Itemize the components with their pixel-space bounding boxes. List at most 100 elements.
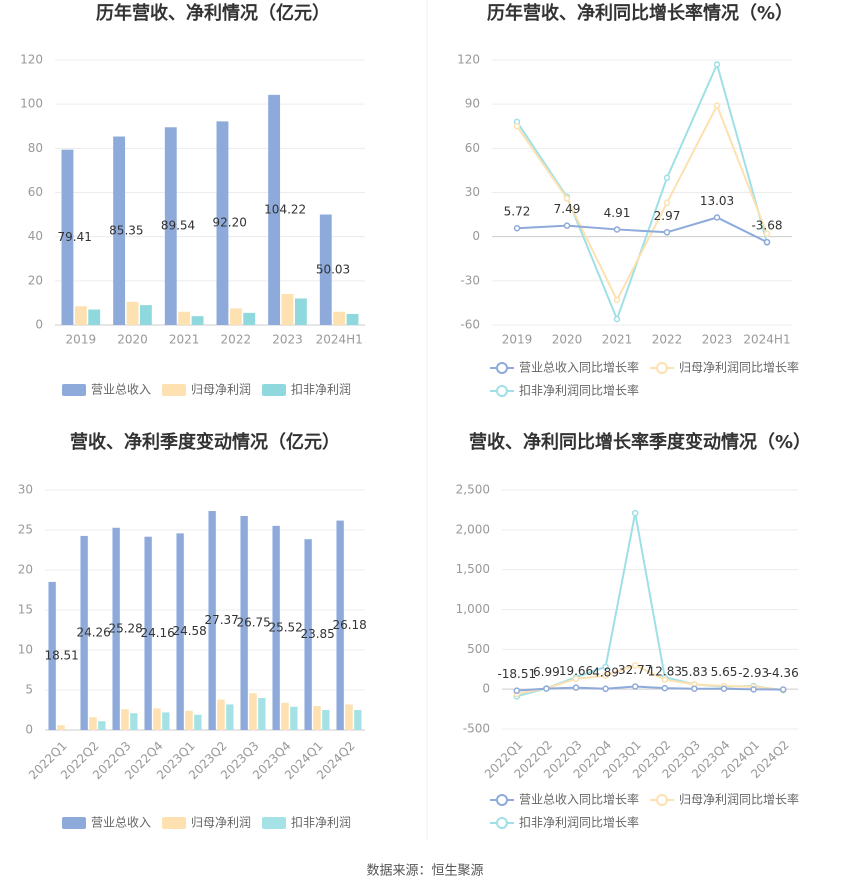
y-tick-label: 90 xyxy=(465,97,480,111)
data-label: 13.03 xyxy=(700,194,734,208)
y-tick-label: 1,000 xyxy=(456,602,490,616)
point xyxy=(713,61,721,68)
point xyxy=(661,676,669,683)
bar xyxy=(354,710,362,730)
legend-swatch xyxy=(656,362,668,374)
bar xyxy=(113,136,126,325)
point xyxy=(663,229,671,236)
bar xyxy=(216,121,229,326)
y-tick-label: 5 xyxy=(25,683,33,697)
chart-title: 历年营收、净利情况（亿元） xyxy=(96,2,330,24)
x-tick-label: 2022 xyxy=(221,333,252,347)
legend-swatch xyxy=(262,817,286,829)
point xyxy=(613,296,621,304)
point xyxy=(613,226,621,233)
data-label: 12.83 xyxy=(648,665,682,679)
point xyxy=(613,315,621,323)
legend-swatch xyxy=(162,384,186,396)
point xyxy=(602,663,609,671)
bar xyxy=(176,533,184,730)
point xyxy=(513,687,521,694)
y-tick-label: 10 xyxy=(18,643,33,657)
point xyxy=(661,684,669,692)
legend-swatch xyxy=(496,385,508,397)
legend-label: 营业总收入 xyxy=(91,383,151,397)
x-tick-label: 2023 xyxy=(702,333,733,347)
bar xyxy=(272,525,280,730)
bar xyxy=(178,311,191,325)
y-tick-label: 2,500 xyxy=(456,483,490,497)
data-label: 4.91 xyxy=(604,206,631,220)
point xyxy=(513,123,521,130)
y-tick-label: 25 xyxy=(18,523,33,537)
point xyxy=(713,214,721,221)
line xyxy=(516,685,784,692)
data-label: 24.26 xyxy=(76,625,110,639)
bar xyxy=(243,312,256,325)
legend-swatch xyxy=(262,384,286,396)
bar xyxy=(313,706,321,730)
x-tick-label: 2020 xyxy=(552,333,583,347)
x-tick-label: 2021 xyxy=(602,333,633,347)
y-tick-label: 2,000 xyxy=(456,522,490,536)
x-tick-label: 2021 xyxy=(169,333,200,347)
bar xyxy=(345,704,353,730)
bar xyxy=(191,316,204,325)
data-label: 6.99 xyxy=(533,665,560,679)
data-label: 5.72 xyxy=(504,205,531,219)
chart-title: 营收、净利季度变动情况（亿元） xyxy=(70,431,340,453)
bar xyxy=(294,298,307,325)
legend-swatch xyxy=(496,817,508,829)
data-label: 26.75 xyxy=(236,616,270,630)
bar xyxy=(304,539,312,730)
y-tick-label: 0 xyxy=(472,229,480,243)
data-label: 4.89 xyxy=(592,665,619,679)
y-tick-label: 120 xyxy=(457,53,480,67)
bar xyxy=(112,527,120,730)
bar xyxy=(281,702,289,730)
point xyxy=(691,685,698,692)
bar xyxy=(88,309,101,325)
legend-label: 扣非净利润同比增长率 xyxy=(519,383,639,398)
bar xyxy=(208,511,216,730)
bar xyxy=(126,301,139,325)
y-tick-label: 40 xyxy=(28,229,43,243)
data-label: 92.20 xyxy=(213,216,247,230)
legend-label: 营业总收入 xyxy=(91,816,151,830)
bar xyxy=(281,294,294,325)
y-tick-label: 0 xyxy=(25,723,33,737)
point xyxy=(663,174,671,182)
point xyxy=(602,685,609,693)
chart-title: 营收、净利同比增长率季度变动情况（%） xyxy=(469,431,811,453)
point xyxy=(543,685,550,692)
bar xyxy=(322,710,330,730)
point xyxy=(572,675,580,683)
legend-swatch xyxy=(62,817,86,829)
bar xyxy=(80,535,88,730)
line xyxy=(516,216,768,243)
point xyxy=(763,230,771,237)
y-tick-label: 20 xyxy=(18,563,33,577)
x-tick-label: 2022 xyxy=(652,333,683,347)
bar xyxy=(139,305,152,325)
bar xyxy=(185,710,193,730)
line xyxy=(516,664,784,695)
point xyxy=(513,224,521,232)
point xyxy=(572,684,580,691)
y-tick-label: 120 xyxy=(20,53,43,67)
y-tick-label: 80 xyxy=(28,141,43,155)
point xyxy=(720,685,728,692)
data-label: 19.66 xyxy=(559,664,593,678)
y-tick-label: 60 xyxy=(28,185,43,199)
data-label: -18.51 xyxy=(497,667,536,681)
point xyxy=(713,102,721,109)
legend-label: 营业总收入同比增长率 xyxy=(519,792,639,807)
data-label: 24.58 xyxy=(172,624,206,638)
data-label: 24.16 xyxy=(140,626,174,640)
data-label: 5.83 xyxy=(681,665,708,679)
bar xyxy=(268,94,281,325)
bar xyxy=(336,520,344,730)
point xyxy=(631,683,639,690)
point xyxy=(563,195,571,202)
